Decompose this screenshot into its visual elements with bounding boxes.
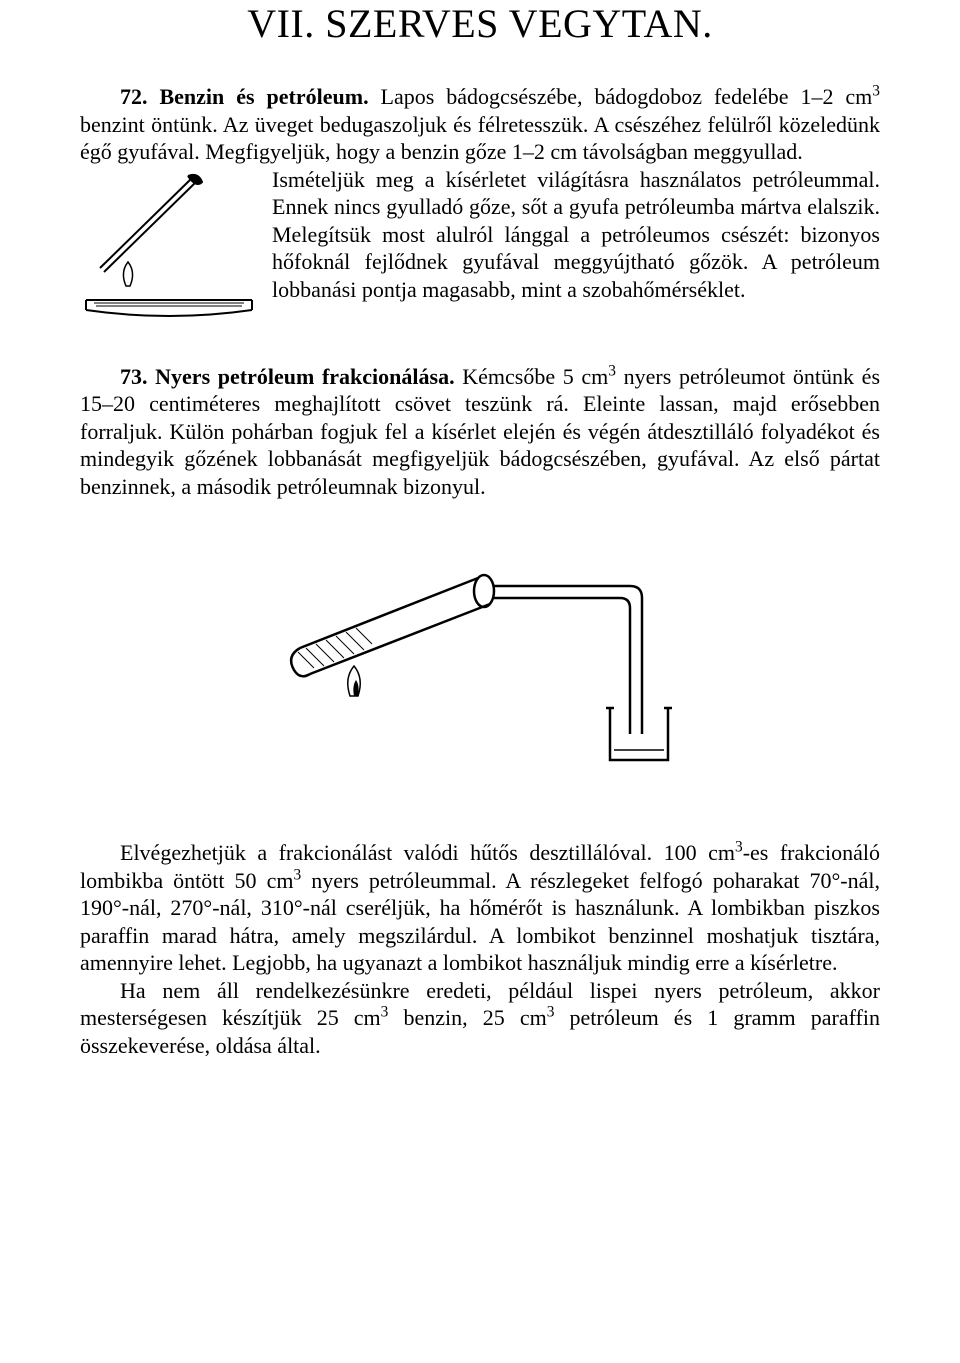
document-page: VII. SZERVES VEGYTAN. 72. Benzin és petr… bbox=[0, 0, 960, 1119]
section-72: 72. Benzin és petróleum. Lapos bádogcsés… bbox=[80, 83, 880, 331]
p73-number: 73. bbox=[120, 364, 148, 389]
section-73b: Elvégezhetjük a frakcionálást valódi hűt… bbox=[80, 839, 880, 977]
section-73: 73. Nyers petróleum frakcionálása. Kémcs… bbox=[80, 363, 880, 501]
figure-72-match-dish bbox=[80, 172, 258, 327]
page-title: VII. SZERVES VEGYTAN. bbox=[80, 0, 880, 47]
match-dish-icon bbox=[80, 172, 258, 322]
p72-text: 72. Benzin és petróleum. Lapos bádogcsés… bbox=[80, 83, 880, 166]
bent-tube-icon bbox=[270, 528, 690, 778]
p72-top-text: Lapos bádogcsészébe, bádogdoboz fedelébe… bbox=[369, 84, 873, 109]
spacer bbox=[80, 331, 880, 363]
p74a-s1: 3 bbox=[735, 839, 743, 856]
figure-73-bent-tube bbox=[80, 528, 880, 783]
p72-sup: 3 bbox=[872, 83, 880, 100]
p72-number: 72. bbox=[120, 84, 148, 109]
section-73c: Ha nem áll rendelkezésünkre eredeti, pél… bbox=[80, 977, 880, 1060]
p74a-t1: Elvégezhetjük a frakcionálást valódi hűt… bbox=[120, 840, 735, 865]
p73-sup1: 3 bbox=[608, 362, 616, 379]
p72-top-text2: benzint öntünk. Az üveget bedugaszoljuk … bbox=[80, 112, 880, 165]
p72-heading: Benzin és petróleum. bbox=[159, 84, 368, 109]
p73-t1: Kémcsőbe 5 cm bbox=[455, 364, 609, 389]
p73-heading: Nyers petróleum frakcionálása. bbox=[155, 364, 454, 389]
p74b-t2: benzin, 25 cm bbox=[388, 1005, 546, 1030]
